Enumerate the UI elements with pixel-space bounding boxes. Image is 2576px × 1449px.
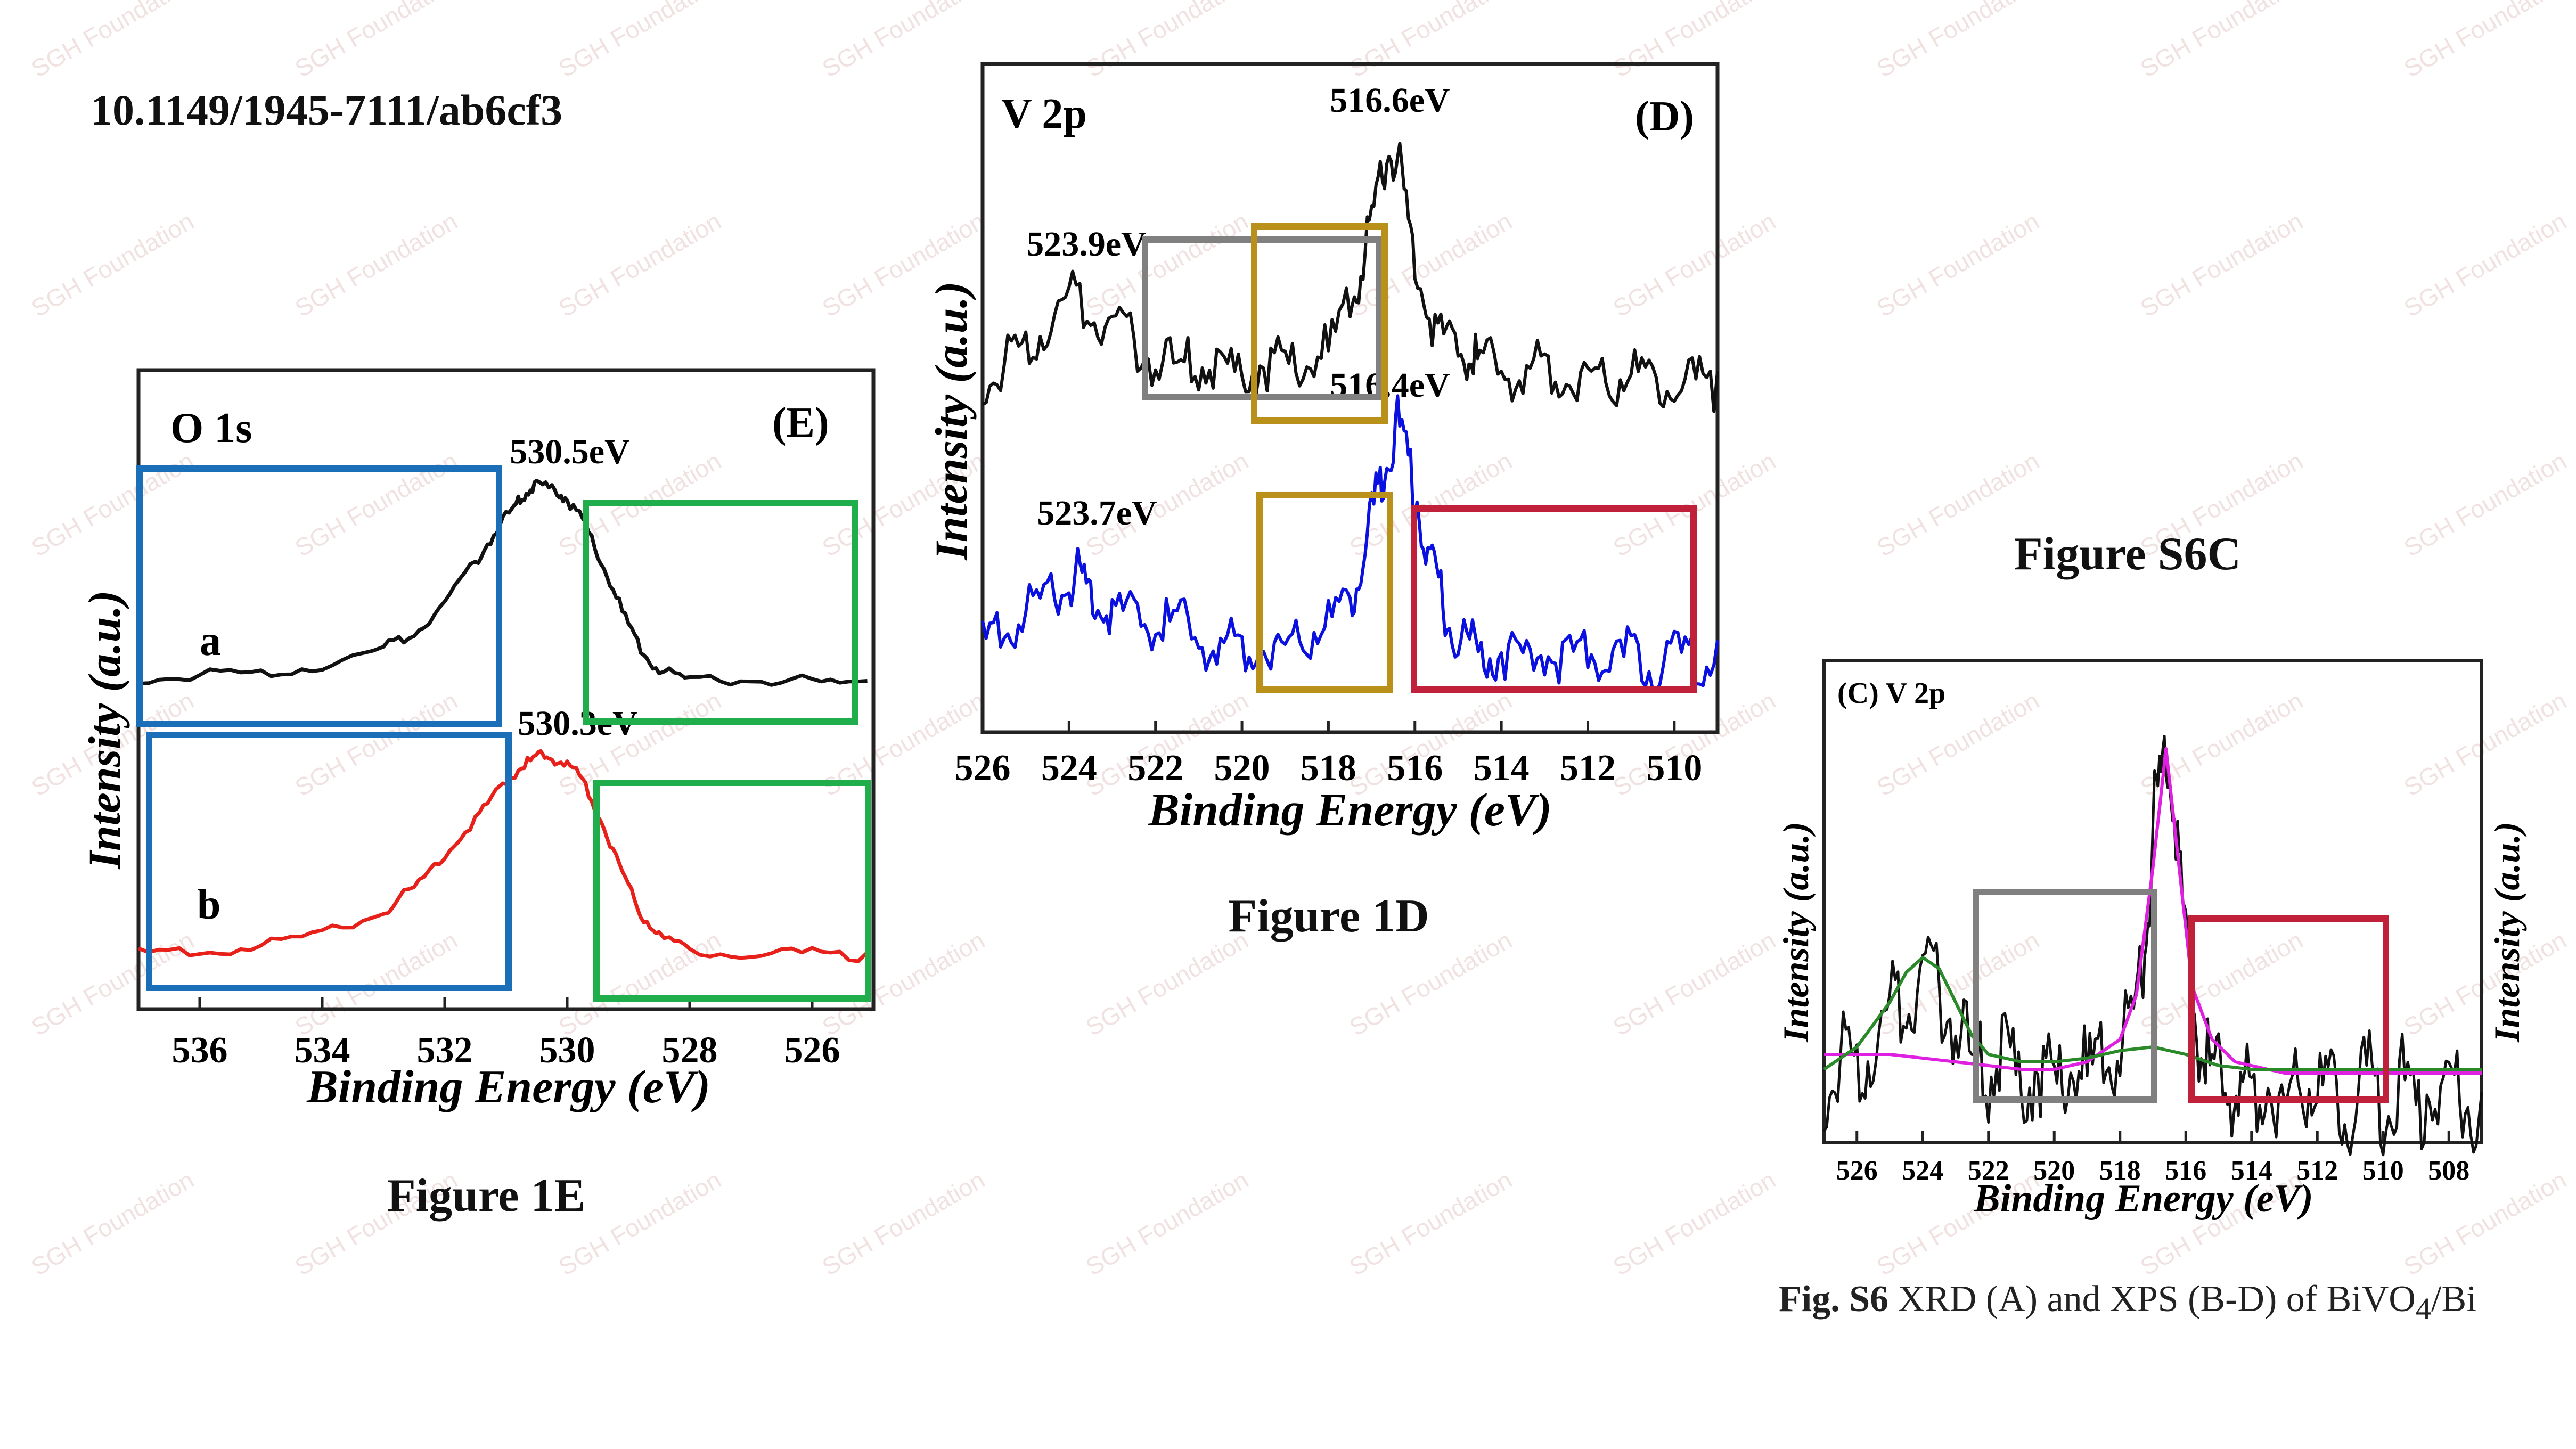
chart-fig1e: 536 534 532 530 528 526 O 1s (E) 530.5eV 530.… [79,368,876,1113]
fig1d-tick-label: 518 [1301,748,1356,789]
figs6c-frame [1822,659,2483,1144]
fig1d-series-upper [982,142,1719,413]
figs6c-highlight-box-gray [1973,889,2157,1103]
figs6c-x-ticks: 526 524 522 520 518 516 514 512 510 508 [1836,1131,2469,1186]
fig1d-tick-label: 524 [1041,748,1097,789]
fig1d-peak-upper-secondary: 523.9eV [1026,225,1146,264]
fig1d-title: V 2p [1001,91,1087,137]
fig1d-frame [980,62,1720,734]
fig1e-series-b [137,749,869,963]
fig1e-highlight-box-blue-a [136,465,502,727]
figs6c-x-axis-label: Binding Energy (eV) [1973,1177,2313,1221]
caption-figure-1e: Figure 1E [387,1170,586,1222]
fig1e-peak-a-label: 530.5eV [510,432,629,471]
figs6c-series-fit_component [1823,956,2482,1071]
fig1e-y-axis-label: Intensity (a.u.) [79,590,130,869]
fig1d-series [981,142,1719,693]
figs6c-series-measured [1822,735,2483,1157]
chart-figs6c: 526 524 522 520 518 516 514 512 510 508 (C) V 2p … [1776,659,2527,1221]
fig1e-series [137,479,869,963]
figs6c-tick-label: 526 [1836,1156,1878,1186]
figs6c-tick-label: 524 [1902,1156,1943,1186]
fig1e-series-a [138,479,868,687]
figs6c-y-axis-label-right: Intensity (a.u.) [2487,822,2527,1043]
fig1d-tick-label: 522 [1127,748,1183,789]
doi-text: 10.1149/1945-7111/ab6cf3 [91,86,563,134]
caption-figure-s6c: Figure S6C [2014,528,2242,580]
fig1d-highlight-box-crimson [1411,505,1697,693]
fig1e-highlight-box-green-a [583,500,858,725]
fig1e-series-a-label: a [200,618,221,665]
figs6c-tick-label: 516 [2165,1156,2206,1186]
fig1e-x-axis-label: Binding Energy (eV) [306,1061,710,1113]
fig1e-tick-label: 532 [417,1030,473,1071]
figs6-caption-tail: /Bi [2431,1279,2477,1320]
fig1d-peak-lower-secondary: 523.7eV [1037,494,1157,533]
fig1d-x-axis-label: Binding Energy (eV) [1148,784,1552,836]
fig1e-tick-label: 530 [539,1030,595,1071]
figs6c-series [1822,735,2483,1157]
fig1e-x-ticks: 536 534 532 530 528 526 [172,997,840,1071]
fig1d-series-lower [981,394,1719,693]
chart-fig1d: 526 524 522 520 518 516 514 512 510 V 2p (D) 516… [926,62,1720,836]
figs6-caption-text: XRD (A) and XPS (B-D) of BiVO [1888,1279,2416,1320]
figs6c-series-fit_total [1824,747,2482,1075]
figs6c-tick-label: 510 [2362,1156,2404,1186]
fig1d-highlight-box-gray [1142,236,1383,400]
figs6c-highlight-box-crimson [2188,915,2389,1103]
fig1e-panel-label: (E) [772,399,829,446]
caption-figure-1d: Figure 1D [1228,890,1429,942]
figs6c-tick-label: 518 [2099,1156,2141,1186]
fig1d-x-ticks: 526 524 522 520 518 516 514 512 510 [955,721,1702,789]
fig1d-tick-label: 520 [1214,748,1270,789]
fig1d-panel-label: (D) [1635,93,1694,140]
fig1e-tick-label: 534 [295,1030,350,1071]
fig1d-tick-label: 516 [1387,748,1443,789]
figs6c-title: (C) V 2p [1837,677,1945,710]
fig1d-peak-upper-main: 516.6eV [1330,81,1450,120]
figs6-caption: Fig. S6 XRD (A) and XPS (B-D) of BiVO4/B… [1779,1278,2540,1327]
figs6c-tick-label: 522 [1968,1156,2009,1186]
fig1e-highlight-box-green-b [593,780,871,1002]
figs6c-y-axis-label: Intensity (a.u.) [1776,822,1816,1043]
fig1d-tick-label: 510 [1646,748,1702,789]
figs6c-tick-label: 520 [2033,1156,2075,1186]
fig1d-y-axis-label: Intensity (a.u.) [926,281,977,560]
figs6c-tick-label: 508 [2428,1156,2469,1186]
fig1d-tick-label: 514 [1474,748,1530,789]
fig1d-highlight-box-gold-lower [1256,492,1393,693]
figs6c-tick-label: 514 [2231,1156,2272,1186]
fig1e-series-b-label: b [197,881,221,928]
fig1e-title: O 1s [170,405,252,452]
figs6-caption-bold: Fig. S6 [1779,1279,1889,1320]
fig1e-tick-label: 536 [172,1030,228,1071]
fig1d-tick-label: 512 [1560,748,1616,789]
fig1d-tick-label: 526 [955,748,1011,789]
fig1e-highlight-box-blue-b [146,732,512,991]
figs6-caption-sub: 4 [2415,1291,2431,1326]
fig1e-tick-label: 528 [662,1030,718,1071]
figs6c-tick-label: 512 [2296,1156,2338,1186]
fig1d-highlight-box-gold-upper [1251,223,1388,424]
fig1e-tick-label: 526 [784,1030,840,1071]
